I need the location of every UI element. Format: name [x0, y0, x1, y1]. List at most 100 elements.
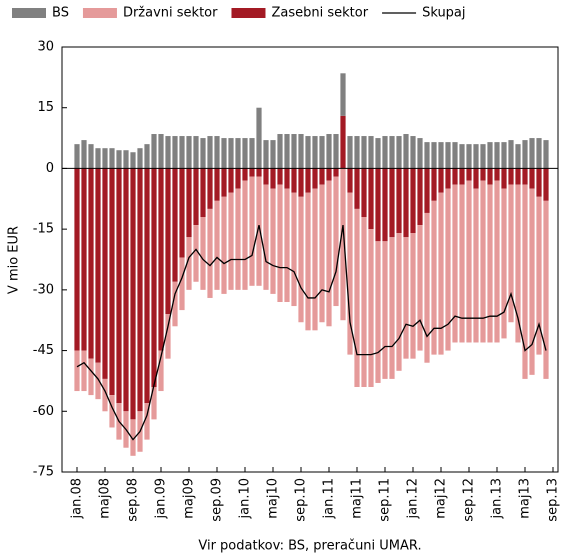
bar [179, 257, 185, 311]
bar [417, 138, 423, 169]
bar [529, 138, 535, 169]
bar [375, 168, 381, 242]
bar [396, 168, 402, 234]
bar [242, 180, 248, 290]
bar [277, 184, 283, 302]
bar [200, 217, 206, 290]
bar [473, 144, 479, 169]
bar [515, 184, 521, 343]
bar [326, 168, 332, 181]
bar [95, 168, 101, 363]
bar [221, 168, 227, 197]
bar [396, 233, 402, 371]
bar [347, 192, 353, 355]
bar [543, 140, 549, 169]
bar [95, 148, 101, 169]
bar [326, 180, 332, 327]
bar [487, 142, 493, 169]
bar [270, 188, 276, 294]
bar [361, 168, 367, 217]
bar [263, 140, 269, 169]
bar [123, 150, 129, 169]
bar [158, 168, 164, 351]
bar [172, 136, 178, 169]
bar [403, 168, 409, 238]
bar [319, 168, 325, 185]
bar [347, 168, 353, 193]
bar [263, 168, 269, 185]
bar [144, 168, 150, 404]
bar [228, 168, 234, 193]
bar [424, 168, 430, 213]
bar [277, 168, 283, 185]
bar [424, 142, 430, 169]
bar [200, 168, 206, 217]
legend-swatch [82, 8, 117, 18]
x-tick-label: jan.12 [406, 478, 421, 520]
bar [403, 237, 409, 359]
bar [116, 150, 122, 169]
bar [438, 168, 444, 193]
y-axis-title: V mio EUR [7, 226, 22, 294]
bar [165, 136, 171, 169]
bar [403, 134, 409, 169]
bar [95, 362, 101, 400]
bar [200, 138, 206, 169]
bar [487, 168, 493, 185]
bar [410, 168, 416, 234]
bar [319, 136, 325, 169]
bar [480, 144, 486, 169]
bar [508, 168, 514, 185]
bar [312, 168, 318, 189]
y-tick-label: 0 [46, 161, 54, 176]
bar [515, 168, 521, 185]
bar [480, 180, 486, 343]
bar [340, 168, 346, 321]
x-tick-label: jan.10 [238, 478, 253, 520]
x-tick-label: sep.13 [546, 478, 561, 522]
bar [88, 358, 94, 396]
bar [424, 212, 430, 363]
y-tick-label: 15 [37, 100, 54, 115]
bar [529, 188, 535, 375]
bar [354, 136, 360, 169]
y-tick-label: -60 [33, 404, 54, 419]
bar [375, 241, 381, 383]
bar [452, 168, 458, 185]
bar [501, 188, 507, 339]
bar [123, 168, 129, 412]
bar [228, 138, 234, 169]
bar [207, 168, 213, 209]
x-tick-label: maj13 [518, 478, 533, 519]
bar [165, 168, 171, 315]
bar [382, 136, 388, 169]
bar [312, 188, 318, 331]
bar [186, 168, 192, 238]
bar [459, 184, 465, 343]
bar [151, 134, 157, 169]
bar [74, 168, 80, 351]
source-note: Vir podatkov: BS, preračuni UMAR. [198, 539, 421, 554]
bar [508, 140, 514, 169]
bar [382, 241, 388, 379]
bar [368, 136, 374, 169]
bar [515, 144, 521, 169]
bar [144, 403, 150, 440]
bar [340, 115, 346, 169]
x-tick-label: sep.12 [462, 478, 477, 522]
bar [172, 281, 178, 327]
bar [235, 188, 241, 290]
bar [221, 196, 227, 294]
x-tick-label: sep.08 [126, 478, 141, 522]
bar [298, 168, 304, 197]
bar [109, 148, 115, 169]
bar [473, 188, 479, 343]
bar [417, 168, 423, 226]
bar [508, 184, 514, 323]
bar [277, 134, 283, 169]
bar [74, 350, 80, 392]
bar [354, 168, 360, 209]
bar [466, 168, 472, 181]
x-tick-label: maj10 [266, 478, 281, 519]
x-tick-label: maj11 [350, 478, 365, 519]
